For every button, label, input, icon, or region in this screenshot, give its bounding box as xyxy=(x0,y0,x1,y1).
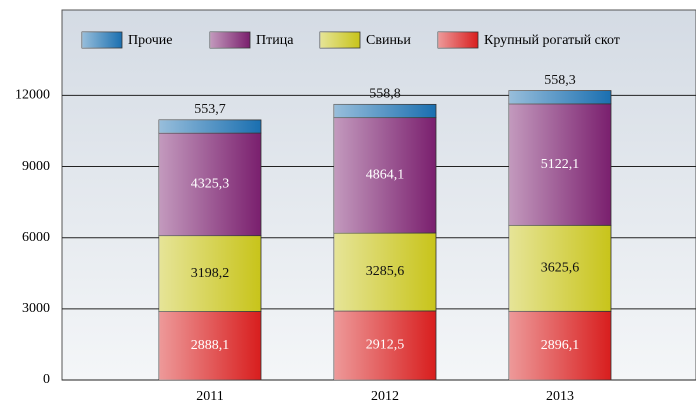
legend-shade xyxy=(438,32,478,48)
y-tick-label: 3000 xyxy=(22,301,50,316)
bar-shade xyxy=(159,311,261,380)
data-label: 558,3 xyxy=(544,73,576,88)
bar-shade xyxy=(334,104,436,118)
bar-shade xyxy=(509,90,611,104)
bar-shade xyxy=(334,232,436,311)
legend: Прочие Птица Свиньи Крупный рогатый скот xyxy=(81,31,620,49)
data-label: 2896,1 xyxy=(541,338,580,353)
bar-shade xyxy=(159,133,261,236)
data-label: 558,8 xyxy=(369,87,401,102)
x-tick-label: 2012 xyxy=(371,389,399,404)
legend-shade xyxy=(320,32,360,48)
y-tick-label: 0 xyxy=(43,372,50,387)
y-tick-label: 9000 xyxy=(22,159,50,174)
bar-shade xyxy=(334,117,436,233)
bar-shade xyxy=(509,225,611,312)
legend-label: Птица xyxy=(256,33,294,48)
data-label: 2912,5 xyxy=(366,338,405,353)
data-label: 3285,6 xyxy=(366,264,405,279)
bar-shade xyxy=(159,119,261,134)
data-label: 553,7 xyxy=(194,102,226,117)
data-label: 4864,1 xyxy=(366,168,405,183)
legend-shade xyxy=(82,32,122,48)
legend-label: Крупный рогатый скот xyxy=(484,33,620,48)
data-label: 3198,2 xyxy=(191,266,230,281)
data-label: 2888,1 xyxy=(191,338,230,353)
y-tick-label: 12000 xyxy=(15,88,50,103)
x-tick-label: 2013 xyxy=(546,389,574,404)
legend-shade xyxy=(210,32,250,48)
x-tick-label: 2011 xyxy=(196,389,223,404)
bar-shade xyxy=(159,235,261,312)
data-label: 4325,3 xyxy=(191,177,230,192)
legend-label: Прочие xyxy=(128,33,173,48)
bar-shade xyxy=(509,103,611,226)
legend-label: Свиньи xyxy=(366,33,411,48)
data-label: 5122,1 xyxy=(541,157,580,172)
data-label: 3625,6 xyxy=(541,261,580,276)
bar-shade xyxy=(334,310,436,380)
bar-shade xyxy=(509,311,611,380)
y-tick-label: 6000 xyxy=(22,230,50,245)
